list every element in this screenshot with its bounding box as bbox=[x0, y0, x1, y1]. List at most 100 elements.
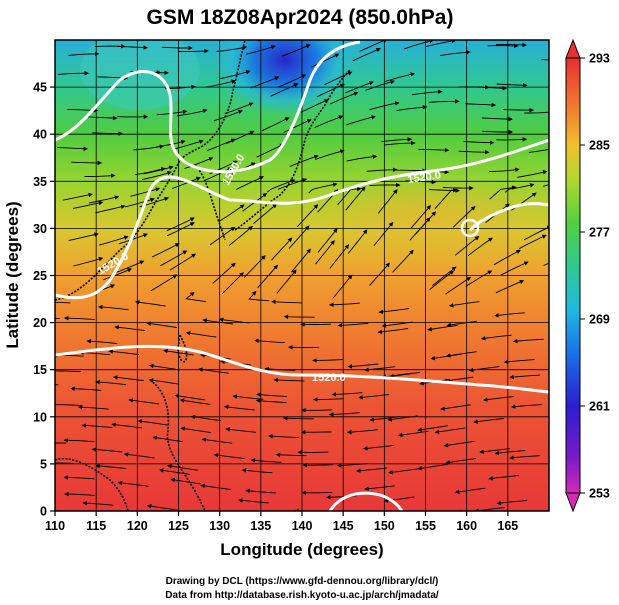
streamline bbox=[415, 211, 437, 235]
streamline bbox=[108, 349, 140, 356]
streamline bbox=[163, 348, 194, 356]
chart-title: GSM 18Z08Apr2024 (850.0hPa) bbox=[147, 6, 454, 29]
streamline bbox=[316, 83, 345, 98]
streamline bbox=[207, 138, 236, 151]
streamline bbox=[387, 415, 419, 422]
y-tick-label: 15 bbox=[33, 363, 47, 377]
streamline bbox=[167, 464, 198, 471]
streamline bbox=[369, 182, 401, 188]
streamline bbox=[429, 270, 455, 290]
streamline bbox=[296, 204, 319, 228]
streamline bbox=[166, 217, 195, 232]
streamline bbox=[427, 324, 458, 332]
streamline bbox=[510, 404, 542, 409]
streamline bbox=[496, 83, 528, 88]
streamline bbox=[378, 308, 410, 315]
streamline bbox=[209, 226, 236, 246]
streamline bbox=[243, 255, 266, 278]
streamline bbox=[62, 192, 94, 201]
streamline bbox=[442, 185, 474, 191]
streamline bbox=[150, 274, 178, 292]
streamline bbox=[283, 415, 314, 421]
streamline bbox=[245, 45, 276, 55]
streamline bbox=[205, 79, 237, 88]
streamline bbox=[503, 107, 534, 113]
streamline bbox=[159, 468, 190, 475]
streamline bbox=[365, 79, 395, 91]
streamline bbox=[95, 204, 126, 214]
streamline bbox=[103, 268, 133, 281]
streamline bbox=[264, 366, 296, 372]
streamline bbox=[346, 154, 378, 162]
streamline bbox=[377, 189, 398, 214]
streamline bbox=[337, 186, 362, 206]
contour-line-middle bbox=[55, 138, 549, 300]
streamline bbox=[238, 498, 269, 504]
x-tick-label: 110 bbox=[45, 519, 65, 533]
cold-core-region bbox=[215, 40, 355, 115]
streamline bbox=[329, 302, 360, 308]
streamline bbox=[149, 363, 180, 371]
streamline bbox=[117, 480, 149, 487]
streamline bbox=[329, 91, 359, 105]
y-tick-label: 10 bbox=[33, 410, 47, 424]
streamline bbox=[504, 183, 535, 193]
streamline bbox=[495, 279, 525, 294]
streamline bbox=[91, 447, 123, 453]
streamline bbox=[64, 491, 95, 497]
streamline bbox=[82, 500, 114, 506]
colorbar-tick-label: 277 bbox=[589, 226, 610, 240]
streamline bbox=[290, 248, 311, 273]
streamline bbox=[479, 448, 510, 455]
streamline bbox=[483, 396, 514, 402]
y-tick-label: 20 bbox=[33, 316, 47, 330]
streamline bbox=[494, 450, 526, 456]
coastline-borneo bbox=[55, 458, 129, 511]
streamline bbox=[384, 140, 416, 146]
streamline bbox=[404, 40, 434, 50]
warm-tongue bbox=[320, 175, 540, 255]
streamline bbox=[216, 45, 248, 52]
credit-data: Data from http://database.rish.kyoto-u.a… bbox=[165, 590, 439, 601]
wind-streamlines bbox=[55, 40, 549, 511]
streamline bbox=[185, 291, 207, 303]
colorbar: 293 285 277 269 261 253 bbox=[565, 38, 610, 513]
streamline bbox=[541, 59, 549, 61]
streamline bbox=[359, 40, 388, 52]
streamline bbox=[428, 99, 460, 104]
y-tick-label: 40 bbox=[33, 128, 47, 142]
streamline bbox=[268, 433, 299, 439]
streamline bbox=[440, 404, 471, 411]
streamline bbox=[98, 304, 129, 311]
streamline bbox=[344, 81, 374, 94]
streamline bbox=[332, 274, 353, 299]
streamline bbox=[465, 270, 493, 287]
streamline bbox=[381, 372, 413, 379]
x-tick-label: 160 bbox=[456, 519, 477, 533]
streamline bbox=[352, 47, 381, 62]
streamline bbox=[324, 71, 353, 86]
streamline bbox=[170, 477, 201, 485]
streamline bbox=[518, 234, 547, 250]
streamline bbox=[369, 416, 401, 422]
x-axis-ticks: 110 115 120 125 130 135 140 145 150 155 160 165 bbox=[45, 511, 518, 533]
streamline bbox=[257, 264, 278, 289]
streamline bbox=[174, 393, 206, 401]
streamline bbox=[235, 176, 265, 190]
streamline bbox=[271, 237, 293, 261]
streamline bbox=[488, 167, 520, 173]
colorbar-tick-label: 269 bbox=[589, 313, 610, 327]
streamline bbox=[250, 76, 280, 89]
streamline bbox=[476, 86, 507, 91]
streamline bbox=[439, 50, 471, 57]
streamline bbox=[317, 228, 338, 253]
x-tick-label: 130 bbox=[209, 519, 230, 533]
streamline bbox=[328, 412, 360, 417]
streamline bbox=[68, 51, 100, 57]
streamline bbox=[118, 233, 148, 245]
streamline bbox=[425, 40, 457, 48]
streamline bbox=[241, 468, 273, 474]
contour-line-high bbox=[468, 202, 549, 232]
streamline bbox=[115, 260, 145, 274]
streamline bbox=[270, 83, 299, 97]
